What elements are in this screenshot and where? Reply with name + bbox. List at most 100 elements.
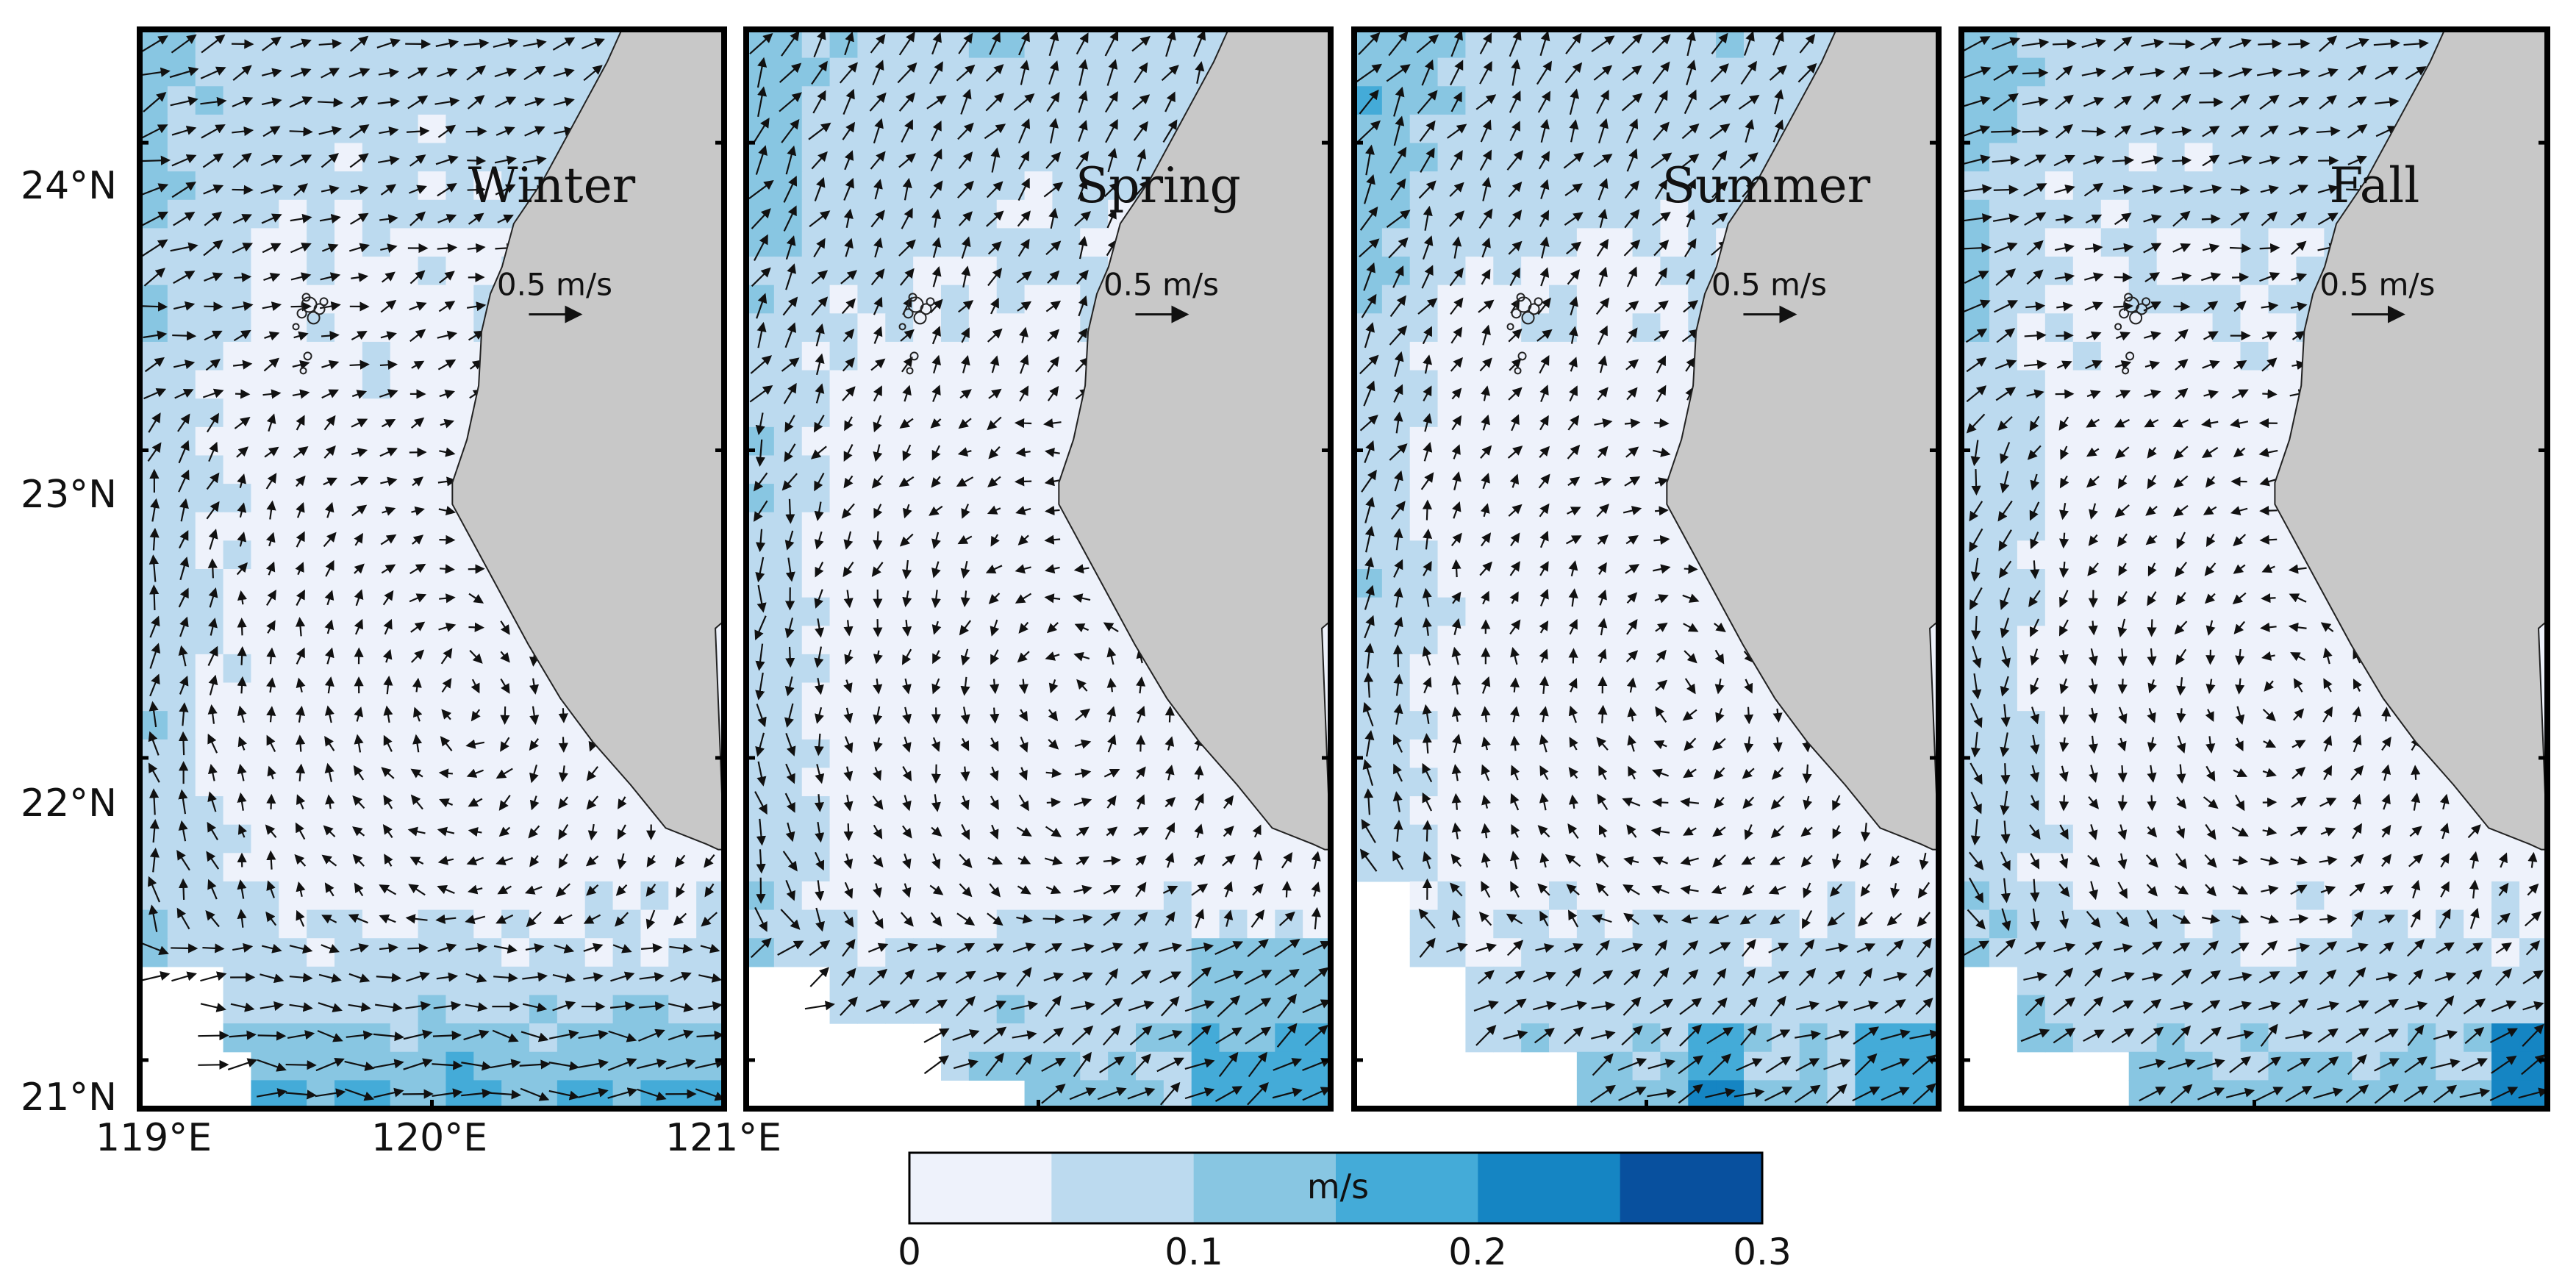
speed-cell bbox=[1437, 484, 1467, 513]
speed-cell bbox=[1303, 966, 1331, 996]
speed-cell bbox=[1576, 569, 1606, 598]
speed-cell bbox=[2184, 285, 2214, 314]
speed-cell bbox=[418, 881, 447, 911]
speed-cell bbox=[1604, 341, 1634, 371]
speed-cell bbox=[773, 370, 803, 399]
speed-cell bbox=[829, 57, 859, 87]
speed-cell bbox=[2268, 824, 2297, 854]
speed-cell bbox=[390, 569, 419, 598]
speed-cell bbox=[2268, 853, 2297, 882]
speed-cell bbox=[557, 881, 586, 911]
current-arrow bbox=[439, 564, 455, 574]
speed-cell bbox=[1660, 768, 1689, 797]
speed-cell bbox=[362, 881, 391, 911]
speed-cell bbox=[1247, 1023, 1276, 1053]
speed-cell bbox=[1883, 966, 1911, 996]
current-arrow bbox=[2201, 214, 2221, 224]
speed-cell bbox=[2464, 881, 2492, 911]
speed-cell bbox=[1303, 1051, 1331, 1081]
speed-cell bbox=[1052, 228, 1081, 257]
current-arrow bbox=[583, 65, 603, 82]
current-arrow bbox=[376, 38, 401, 49]
speed-cell bbox=[1660, 285, 1689, 314]
speed-cell bbox=[968, 768, 998, 797]
speed-cell bbox=[2072, 370, 2102, 399]
speed-cell bbox=[223, 398, 252, 428]
speed-cell bbox=[2128, 938, 2158, 967]
speed-cell bbox=[1632, 257, 1661, 286]
speed-cell bbox=[1354, 853, 1383, 882]
current-arrow bbox=[379, 126, 399, 137]
speed-cell bbox=[446, 682, 474, 712]
speed-cell bbox=[2408, 824, 2436, 854]
speed-cell bbox=[1437, 370, 1467, 399]
speed-cell bbox=[801, 569, 831, 598]
speed-cell bbox=[1961, 228, 1990, 257]
speed-cell bbox=[801, 881, 831, 911]
speed-cell bbox=[1247, 853, 1276, 882]
speed-cell bbox=[2156, 285, 2186, 314]
speed-cell bbox=[418, 995, 447, 1024]
speed-cell bbox=[362, 739, 391, 769]
speed-cell bbox=[1855, 1051, 1883, 1081]
speed-cell bbox=[334, 881, 363, 911]
speed-cell bbox=[557, 938, 586, 967]
speed-cell bbox=[1052, 739, 1081, 769]
speed-cell bbox=[1052, 626, 1081, 655]
current-arrow bbox=[494, 155, 517, 165]
speed-cell bbox=[2072, 29, 2102, 59]
speed-cell bbox=[334, 796, 363, 826]
speed-cell bbox=[1052, 86, 1081, 115]
speed-cell bbox=[1052, 597, 1081, 626]
speed-cell bbox=[362, 682, 391, 712]
speed-cell bbox=[529, 824, 558, 854]
season-label-winter: Winter bbox=[468, 157, 636, 214]
current-arrow bbox=[581, 37, 605, 50]
speed-cell bbox=[167, 285, 196, 314]
speed-cell bbox=[2436, 938, 2464, 967]
speed-cell bbox=[1437, 512, 1467, 541]
speed-cell bbox=[913, 484, 942, 513]
speed-cell bbox=[885, 938, 914, 967]
speed-cell bbox=[529, 768, 558, 797]
speed-cell bbox=[1604, 426, 1634, 457]
speed-cell bbox=[885, 171, 914, 201]
speed-cell bbox=[2128, 796, 2158, 826]
current-arrow bbox=[171, 182, 196, 198]
speed-cell bbox=[223, 114, 252, 144]
speed-cell bbox=[1660, 57, 1689, 87]
speed-cell bbox=[140, 114, 168, 144]
speed-cell bbox=[251, 398, 279, 428]
speed-cell bbox=[584, 768, 614, 797]
speed-cell bbox=[1437, 626, 1467, 655]
current-arrow bbox=[349, 153, 369, 168]
speed-cell bbox=[1576, 455, 1606, 484]
speed-cell bbox=[446, 768, 474, 797]
speed-cell bbox=[362, 540, 391, 570]
speed-cell bbox=[1191, 938, 1220, 967]
speed-cell bbox=[2072, 341, 2102, 371]
speed-cell bbox=[829, 768, 859, 797]
current-arrow bbox=[1451, 793, 1461, 810]
speed-cell bbox=[746, 597, 775, 626]
speed-cell bbox=[2044, 199, 2074, 229]
speed-cell bbox=[801, 853, 831, 882]
speed-cell bbox=[1024, 626, 1053, 655]
speed-cell bbox=[1549, 1023, 1578, 1053]
speed-cell bbox=[996, 796, 1026, 826]
speed-cell bbox=[1989, 29, 2018, 59]
speed-cell bbox=[2072, 455, 2102, 484]
speed-cell bbox=[446, 569, 474, 598]
speed-cell bbox=[996, 569, 1026, 598]
speed-cell bbox=[1465, 597, 1494, 626]
speed-cell bbox=[2240, 484, 2269, 513]
speed-cell bbox=[1409, 228, 1439, 257]
speed-cell bbox=[1604, 881, 1634, 911]
speed-cell bbox=[1632, 29, 1661, 59]
speed-cell bbox=[773, 57, 803, 87]
speed-cell bbox=[2491, 938, 2520, 967]
speed-cell bbox=[829, 29, 859, 59]
speed-cell bbox=[913, 682, 942, 712]
speed-cell bbox=[2184, 313, 2214, 343]
current-arrow bbox=[2258, 39, 2282, 49]
